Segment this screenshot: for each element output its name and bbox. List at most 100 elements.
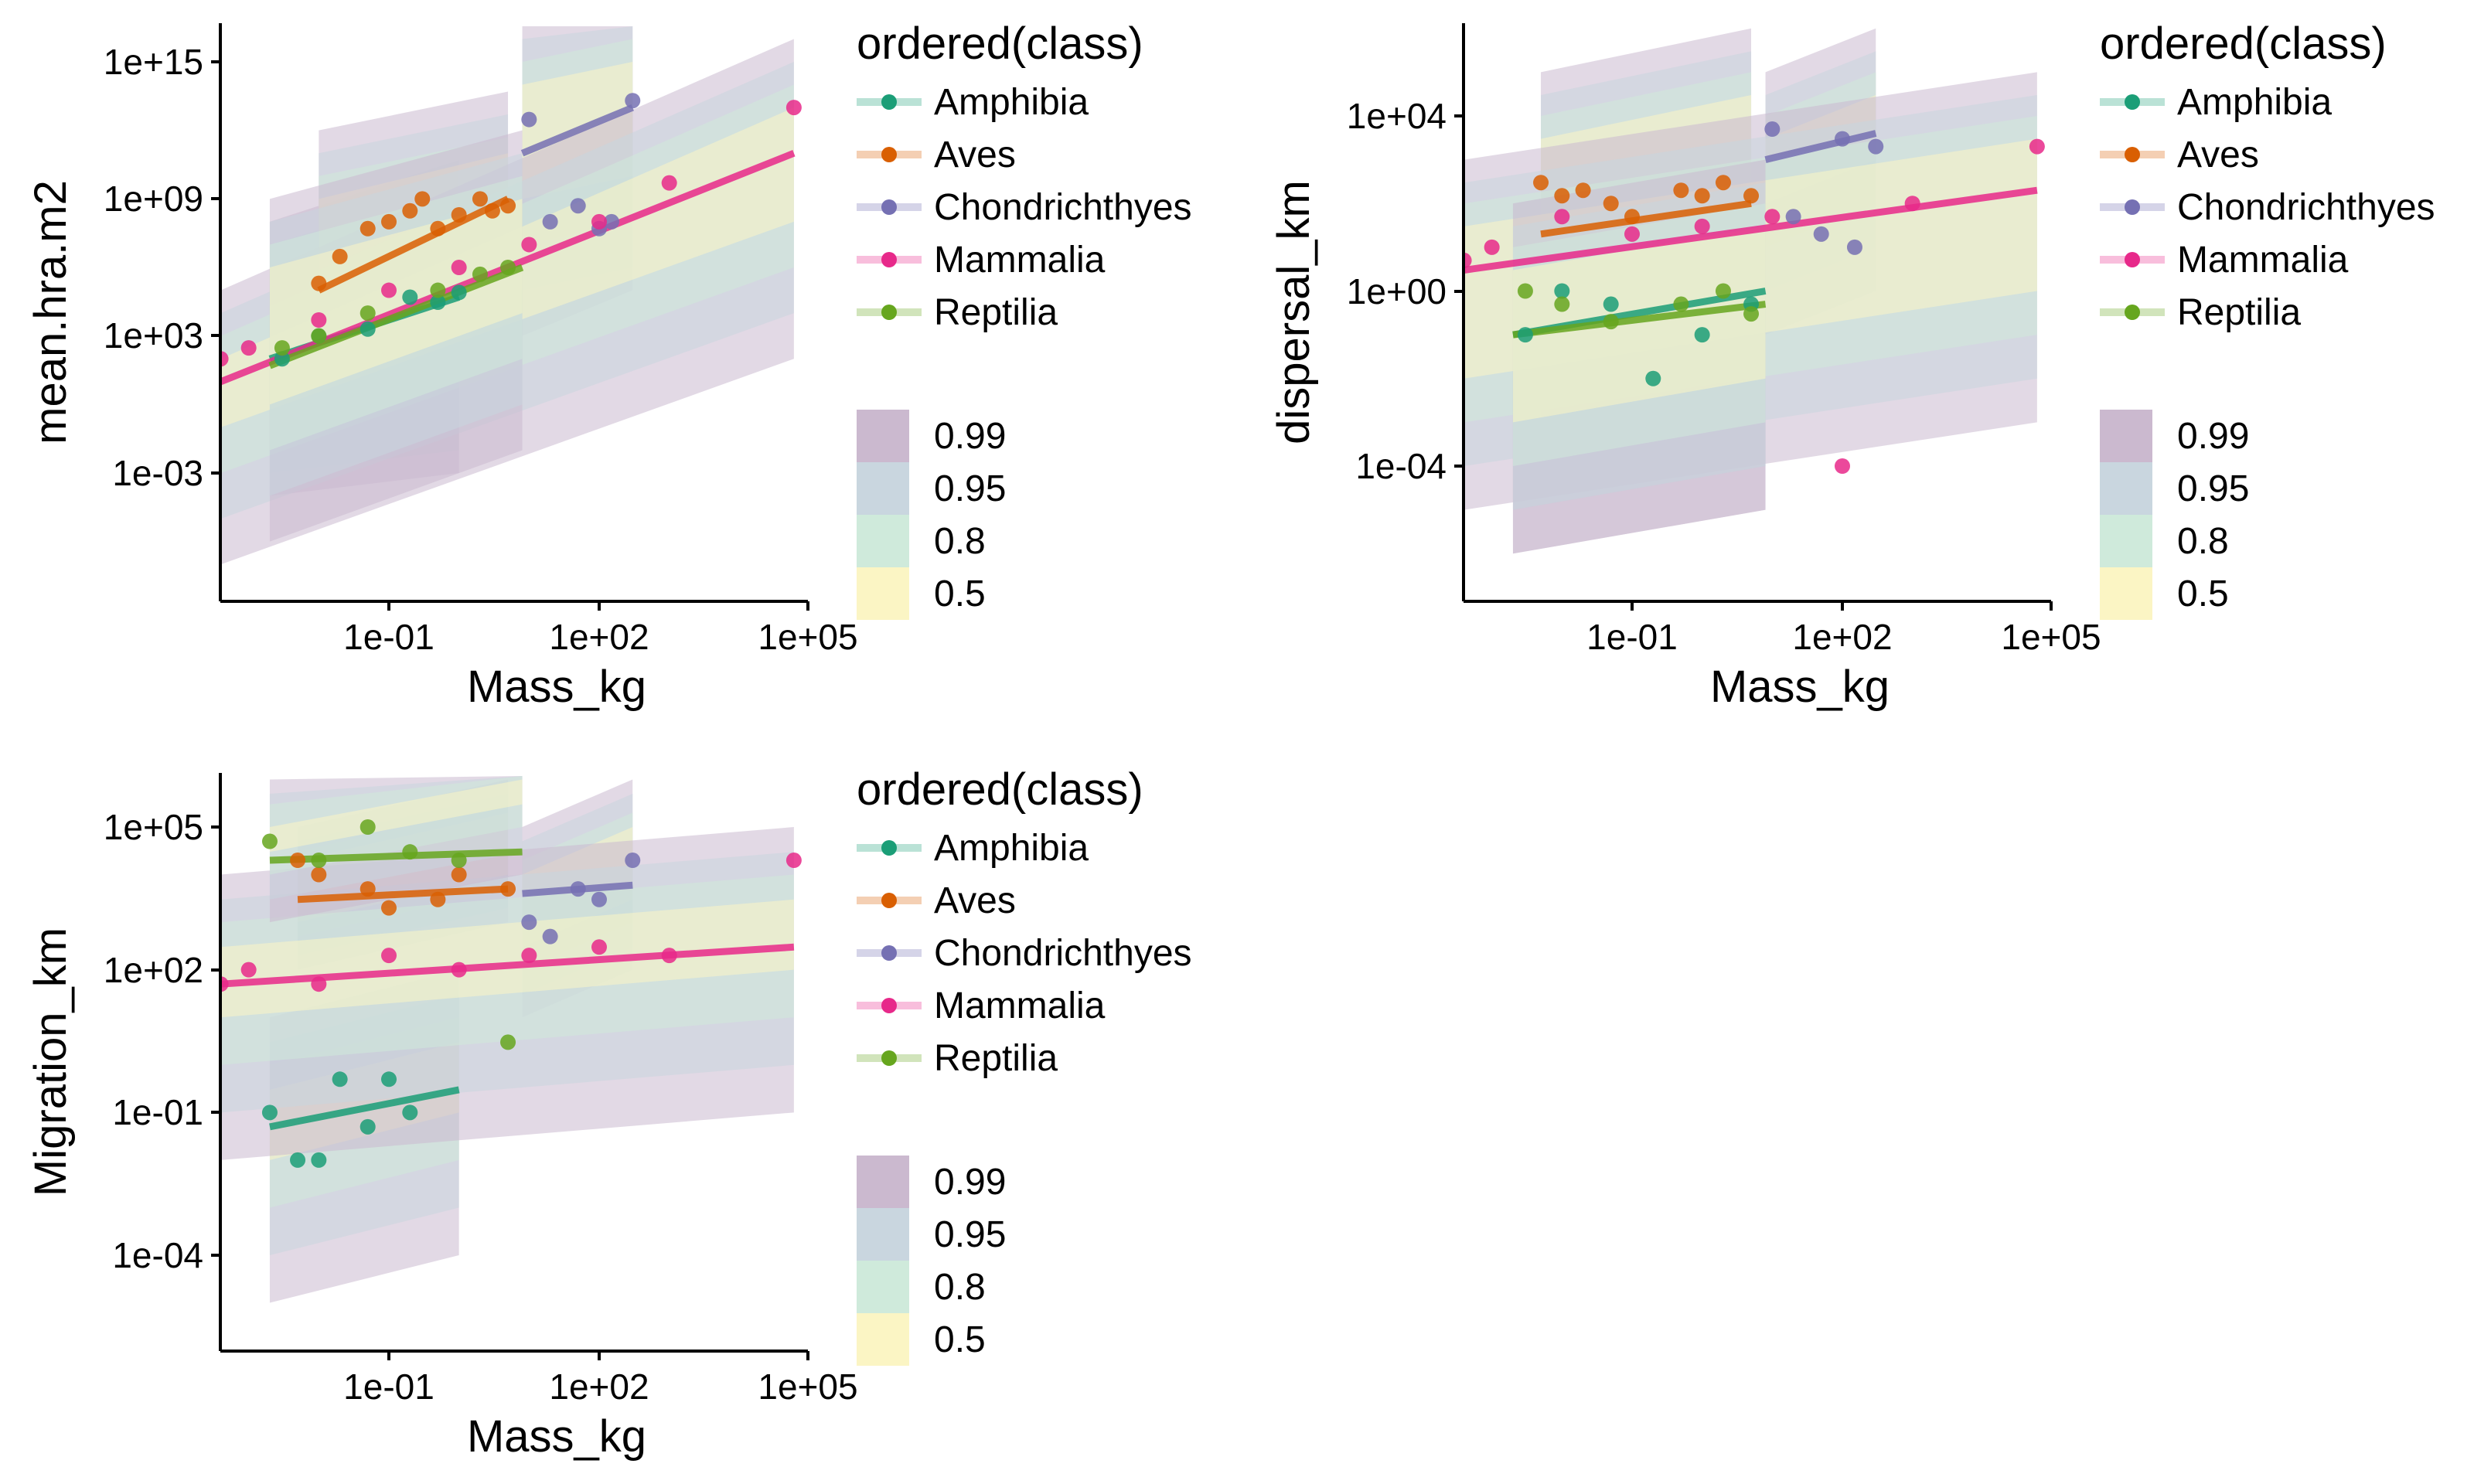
plot-area-3 <box>220 776 802 1303</box>
point-aves <box>484 203 500 219</box>
legend-label-mammalia: Mammalia <box>934 985 1106 1026</box>
x-tick-label: 1e+02 <box>1792 617 1892 657</box>
point-chondrichthyes <box>591 891 607 907</box>
point-mammalia <box>240 340 257 356</box>
point-mammalia <box>1835 458 1850 474</box>
point-mammalia <box>1464 252 1472 268</box>
point-aves <box>1533 175 1549 191</box>
point-amphibia <box>1517 327 1533 343</box>
y-tick-label: 1e+05 <box>104 807 203 847</box>
point-amphibia <box>381 1071 397 1087</box>
legend-key-chondrichthyes <box>881 199 897 215</box>
plot-area-2 <box>1464 28 2045 554</box>
legend-key-aves <box>881 147 897 162</box>
legend-label-amphibia: Amphibia <box>2177 82 2332 123</box>
legend-label-mammalia: Mammalia <box>2177 240 2349 281</box>
point-reptilia <box>274 340 290 356</box>
legend-level-label: 0.99 <box>934 416 1006 457</box>
point-mammalia <box>1624 226 1640 242</box>
fit-line-reptilia <box>1512 301 1767 339</box>
legend-swatch-05 <box>2100 567 2152 620</box>
legend-level-label: 0.8 <box>934 521 986 562</box>
point-aves <box>451 206 467 223</box>
x-tick-label: 1e+05 <box>758 617 857 657</box>
point-amphibia <box>1645 370 1661 386</box>
point-amphibia <box>274 351 290 367</box>
point-mammalia <box>1694 218 1710 234</box>
x-axis-title: Mass_kg <box>1710 662 1890 712</box>
legend-3: ordered(class) Amphibia Aves Chondrichthyes… <box>857 764 1192 1366</box>
point-reptilia <box>430 282 446 298</box>
point-reptilia <box>472 266 488 282</box>
point-mammalia <box>1484 239 1500 255</box>
point-reptilia <box>500 260 516 275</box>
point-amphibia <box>402 1104 418 1121</box>
legend-key-mammalia <box>881 998 897 1013</box>
point-reptilia <box>451 853 467 869</box>
fit-line-aves <box>1540 199 1752 238</box>
legend-title: ordered(class) <box>2100 19 2387 69</box>
point-reptilia <box>1554 296 1570 312</box>
legend-label-aves: Aves <box>2177 134 2259 175</box>
y-tick-label: 1e+09 <box>104 179 203 219</box>
y-tick-label: 1e-03 <box>112 453 203 493</box>
point-chondrichthyes <box>542 213 558 230</box>
legend-level-label: 0.8 <box>934 1267 986 1308</box>
point-aves <box>381 900 397 916</box>
point-reptilia <box>261 833 278 849</box>
point-mammalia <box>521 237 537 253</box>
legend-level-label: 0.99 <box>2177 416 2249 457</box>
fit-line-amphibia <box>269 1086 460 1131</box>
legend-key-aves <box>881 893 897 908</box>
point-aves <box>1575 182 1591 199</box>
point-aves <box>1673 182 1689 199</box>
x-tick-label: 1e-01 <box>343 617 434 657</box>
legend-key-aves <box>2125 147 2140 162</box>
point-aves <box>290 853 306 869</box>
point-aves <box>430 220 446 237</box>
legend-swatch-095 <box>2100 462 2152 515</box>
point-chondrichthyes <box>603 213 619 230</box>
point-aves <box>1694 188 1710 204</box>
legend-swatch-08 <box>857 1261 909 1313</box>
legend-key-amphibia <box>881 840 897 856</box>
legend-level-label: 0.5 <box>934 574 986 614</box>
plot-area-1 <box>220 26 802 565</box>
point-mammalia <box>451 260 467 275</box>
band-reptilia-05 <box>269 199 523 405</box>
point-mammalia <box>785 853 802 869</box>
y-tick-label: 1e+04 <box>1347 96 1447 136</box>
legend-swatch-08 <box>857 515 909 567</box>
point-aves <box>414 191 431 207</box>
fit-line-aves <box>317 196 509 294</box>
point-aves <box>1624 209 1640 225</box>
point-aves <box>311 866 327 883</box>
legend-2: ordered(class) Amphibia Aves Chondrichthyes… <box>2100 19 2435 620</box>
fit-line-mammalia <box>1464 186 2038 274</box>
point-mammalia <box>451 962 467 978</box>
panel-2: 1e-04 1e+00 1e+04 1e-01 1e+02 1e+05 Mass_kg dis… <box>1269 19 2435 712</box>
point-amphibia <box>290 1152 306 1168</box>
point-reptilia <box>500 1034 516 1050</box>
y-tick-label: 1e-04 <box>112 1235 203 1275</box>
legend-label-chondrichthyes: Chondrichthyes <box>2177 187 2435 228</box>
point-amphibia <box>1694 327 1710 343</box>
point-reptilia <box>360 305 376 322</box>
legend-label-aves: Aves <box>934 134 1016 175</box>
point-chondrichthyes <box>521 111 537 128</box>
legend-key-chondrichthyes <box>2125 199 2140 215</box>
legend-title: ordered(class) <box>857 764 1143 815</box>
legend-swatch-095 <box>857 1208 909 1261</box>
point-mammalia <box>591 213 607 230</box>
point-aves <box>332 248 348 264</box>
point-aves <box>381 213 397 230</box>
legend-title: ordered(class) <box>857 19 1143 69</box>
band-reptilia-05 <box>1512 226 1766 423</box>
point-aves <box>1554 188 1570 204</box>
point-aves <box>311 275 327 291</box>
legend-key-reptilia <box>881 1050 897 1066</box>
point-aves <box>430 891 446 907</box>
point-chondrichthyes <box>570 881 586 897</box>
point-mammalia <box>381 948 397 964</box>
